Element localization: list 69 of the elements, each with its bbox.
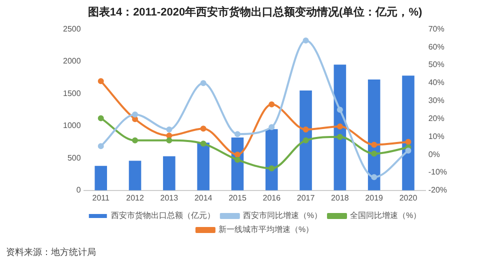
- point: [268, 165, 275, 172]
- x-tick-label: 2017: [296, 193, 316, 202]
- x-tick-label: 2016: [262, 193, 282, 202]
- y2-tick-label: -10%: [428, 168, 448, 177]
- bar: [334, 64, 346, 190]
- point: [234, 152, 240, 158]
- y-tick-label: 500: [67, 153, 82, 162]
- x-tick-label: 2018: [331, 193, 350, 202]
- point: [234, 131, 240, 138]
- x-tick-label: 2015: [228, 193, 247, 202]
- point: [336, 134, 343, 140]
- y2-tick-label: 30%: [428, 96, 444, 106]
- point: [200, 140, 206, 147]
- bar: [197, 142, 210, 190]
- point: [405, 148, 412, 154]
- text: 资料来源：地方统计局: [6, 246, 96, 259]
- y-tick-label: 0: [76, 186, 82, 195]
- point: [200, 126, 206, 132]
- x-tick-label: 2011: [92, 193, 110, 202]
- bar: [368, 79, 380, 190]
- point: [371, 174, 378, 180]
- point: [132, 137, 138, 144]
- legend-label: 新一线城市平均增速（%）: [218, 225, 314, 234]
- y2-tick-label: 10%: [428, 132, 444, 141]
- point: [132, 116, 138, 122]
- y2-tick-label: 0%: [428, 150, 440, 159]
- y2-tick-label: 20%: [428, 114, 444, 123]
- point: [166, 126, 172, 132]
- point: [268, 101, 275, 108]
- point: [302, 137, 309, 144]
- bar: [300, 90, 312, 190]
- chart-title: 图表14：2011-2020年西安市货物出口总额变动情况(单位：亿元，%): [88, 6, 423, 19]
- point: [98, 143, 104, 150]
- point: [405, 138, 412, 145]
- x-tick-label: 2019: [365, 193, 384, 202]
- legend-label: 西安市货物出口总额（亿元）: [110, 211, 215, 220]
- legend-label: 西安市同比增速（%）: [242, 211, 322, 220]
- point: [336, 106, 343, 113]
- y2-tick-label: 70%: [428, 24, 444, 34]
- point: [268, 124, 275, 130]
- point: [166, 137, 172, 144]
- point: [234, 156, 240, 163]
- bar: [94, 166, 108, 190]
- bar: [163, 156, 176, 190]
- bar: [128, 160, 142, 190]
- point: [132, 111, 138, 118]
- legend-label: 全国同比增速（%）: [350, 211, 422, 220]
- x-tick-label: 2013: [160, 193, 179, 202]
- bar: [402, 76, 414, 190]
- point: [302, 126, 309, 132]
- point: [98, 78, 104, 84]
- point: [302, 37, 309, 44]
- point: [200, 80, 206, 86]
- x-tick-label: 2014: [194, 193, 213, 202]
- point: [371, 150, 378, 157]
- y2-tick-label: 40%: [428, 78, 444, 88]
- point: [98, 115, 104, 122]
- y-tick-label: 1500: [63, 88, 82, 98]
- point: [336, 123, 343, 130]
- y2-tick-label: 60%: [428, 42, 444, 52]
- x-tick-label: 2020: [399, 193, 418, 202]
- point: [371, 142, 378, 148]
- y-tick-label: 2000: [63, 56, 82, 66]
- x-tick-label: 2012: [126, 193, 144, 202]
- y-tick-label: 2500: [63, 24, 82, 34]
- y2-tick-label: 50%: [428, 60, 444, 70]
- bar: [265, 129, 278, 190]
- y2-tick-label: -20%: [428, 186, 448, 195]
- y-tick-label: 1000: [63, 121, 82, 130]
